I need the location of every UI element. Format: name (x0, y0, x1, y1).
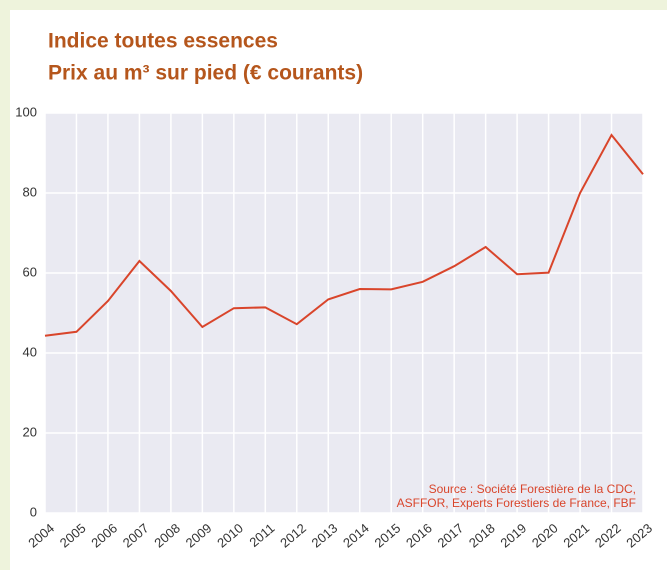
y-tick-label: 80 (23, 184, 37, 199)
y-tick-label: 100 (15, 104, 37, 119)
y-tick-label: 40 (23, 344, 37, 359)
chart-title: Indice toutes essences (48, 30, 278, 53)
y-tick-label: 60 (23, 264, 37, 279)
y-tick-label: 20 (23, 424, 37, 439)
chart-subtitle: Prix au m³ sur pied (€ courants) (48, 62, 363, 85)
plot-area (45, 113, 643, 513)
line (44, 133, 644, 337)
source-note: Source : Société Forestière de la CDC, (429, 482, 636, 496)
y-tick-label: 0 (30, 504, 37, 519)
source-note: ASFFOR, Experts Forestiers de France, FB… (397, 496, 636, 510)
